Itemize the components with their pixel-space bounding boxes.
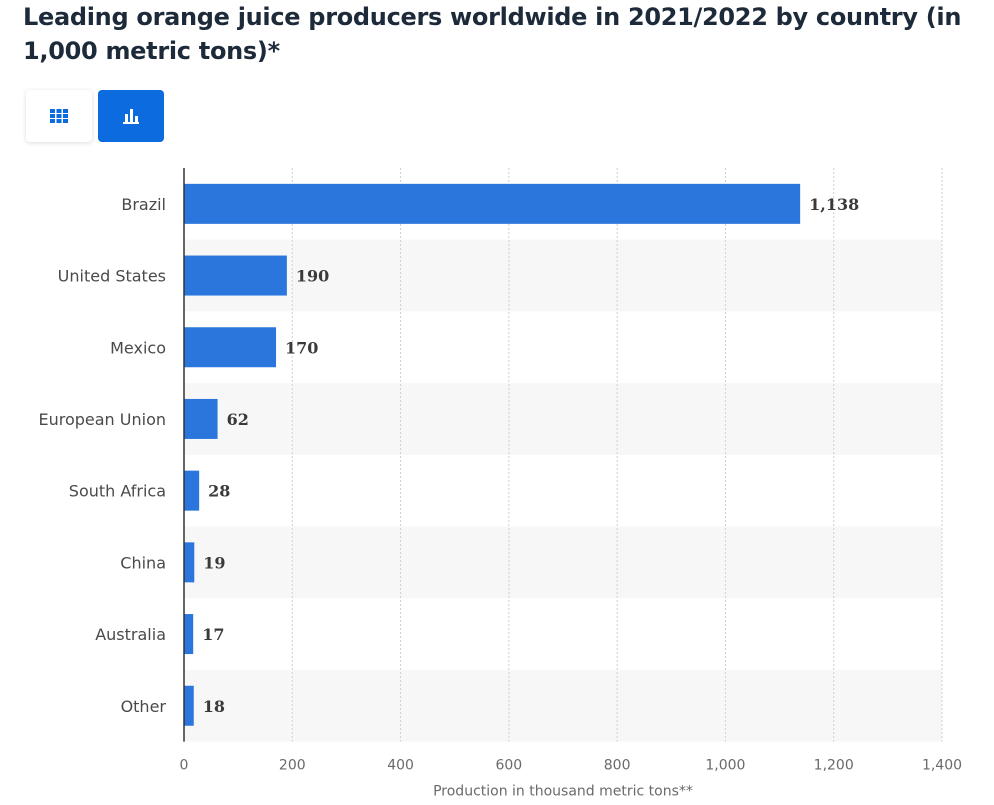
table-view-button[interactable] [26, 90, 92, 142]
category-label: Mexico [110, 338, 166, 357]
row-band [184, 669, 942, 742]
data-label: 1,138 [809, 195, 859, 214]
x-tick-label: 800 [604, 758, 631, 774]
bar-united-states[interactable] [184, 255, 287, 296]
data-label: 28 [208, 482, 230, 501]
bar-mexico[interactable] [184, 327, 277, 368]
row-band [184, 526, 942, 599]
data-label: 18 [203, 697, 225, 716]
data-label: 62 [227, 410, 249, 429]
bar-australia[interactable] [184, 614, 194, 655]
x-tick-label: 600 [495, 758, 522, 774]
bar-south-africa[interactable] [184, 470, 200, 511]
page-title: Leading orange juice producers worldwide… [23, 3, 962, 65]
category-label: South Africa [69, 482, 166, 501]
bar-european-union[interactable] [184, 398, 218, 439]
x-tick-label: 1,200 [814, 758, 854, 774]
category-label: United States [58, 267, 166, 286]
table-grid-icon [50, 109, 68, 123]
x-axis-title: Production in thousand metric tons** [433, 784, 693, 800]
category-label: Australia [95, 625, 166, 644]
bar-other[interactable] [184, 685, 194, 726]
category-label: China [120, 553, 166, 572]
bar-brazil[interactable] [184, 183, 801, 224]
chart-view-button[interactable] [98, 90, 164, 142]
data-label: 190 [296, 267, 329, 286]
x-tick-label: 1,000 [705, 758, 745, 774]
data-label: 17 [202, 625, 224, 644]
bar-chart-icon [123, 109, 139, 124]
x-tick-label: 1,400 [922, 758, 962, 774]
category-label: European Union [38, 410, 166, 429]
bar-china[interactable] [184, 542, 195, 583]
data-label: 19 [203, 553, 225, 572]
data-label: 170 [285, 338, 318, 357]
row-band [184, 383, 942, 455]
x-tick-label: 0 [180, 758, 189, 774]
x-tick-label: 400 [387, 758, 414, 774]
row-band [184, 239, 942, 312]
category-label: Other [121, 697, 167, 716]
category-label: Brazil [121, 195, 166, 214]
x-tick-label: 200 [279, 758, 306, 774]
